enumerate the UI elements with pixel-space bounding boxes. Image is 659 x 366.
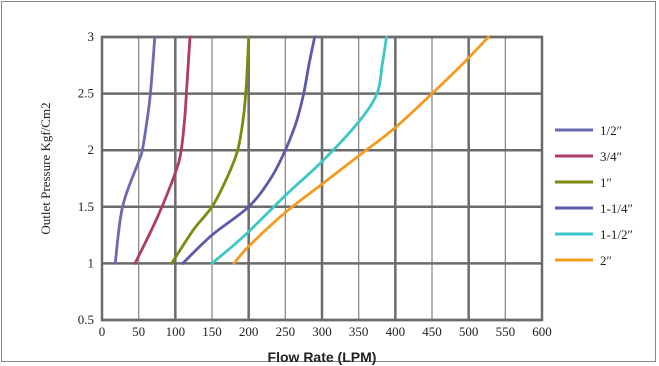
x-tick-label: 200 <box>239 324 259 339</box>
series-line-3 <box>170 35 251 265</box>
series-line-4 <box>181 35 317 265</box>
x-tick-label: 250 <box>276 324 296 339</box>
x-tick-label: 450 <box>422 324 442 339</box>
x-axis-label: Flow Rate (LPM) <box>268 349 377 365</box>
series-line-5 <box>210 35 388 265</box>
series-line-6 <box>232 35 490 265</box>
x-tick-label: 150 <box>202 324 222 339</box>
x-tick-label: 500 <box>459 324 479 339</box>
x-tick-label: 600 <box>532 324 552 339</box>
legend-label-1: 1/2″ <box>600 123 622 138</box>
x-tick-label: 550 <box>496 324 516 339</box>
x-tick-label: 400 <box>386 324 406 339</box>
y-axis-label: Outlet Pressure Kgf/Cm2 <box>38 102 53 234</box>
legend-label-6: 2″ <box>600 253 612 268</box>
legend-label-4: 1-1/4″ <box>600 201 633 216</box>
x-tick-label: 0 <box>99 324 106 339</box>
x-tick-label: 100 <box>166 324 186 339</box>
y-tick-label: 2.5 <box>78 86 94 101</box>
y-tick-label: 1 <box>88 255 95 270</box>
series-line-1 <box>113 35 157 265</box>
legend-label-5: 1-1/2″ <box>600 227 633 242</box>
x-tick-label: 300 <box>312 324 332 339</box>
legend-label-2: 3/4″ <box>600 149 622 164</box>
y-tick-label: 0.5 <box>78 312 94 327</box>
x-tick-label: 350 <box>349 324 369 339</box>
y-tick-label: 1.5 <box>78 199 94 214</box>
y-tick-label: 3 <box>88 29 95 44</box>
legend-label-3: 1″ <box>600 175 612 190</box>
x-tick-label: 50 <box>132 324 145 339</box>
y-tick-label: 2 <box>88 142 95 157</box>
plot-border <box>100 35 544 322</box>
series-line-2 <box>133 35 192 265</box>
